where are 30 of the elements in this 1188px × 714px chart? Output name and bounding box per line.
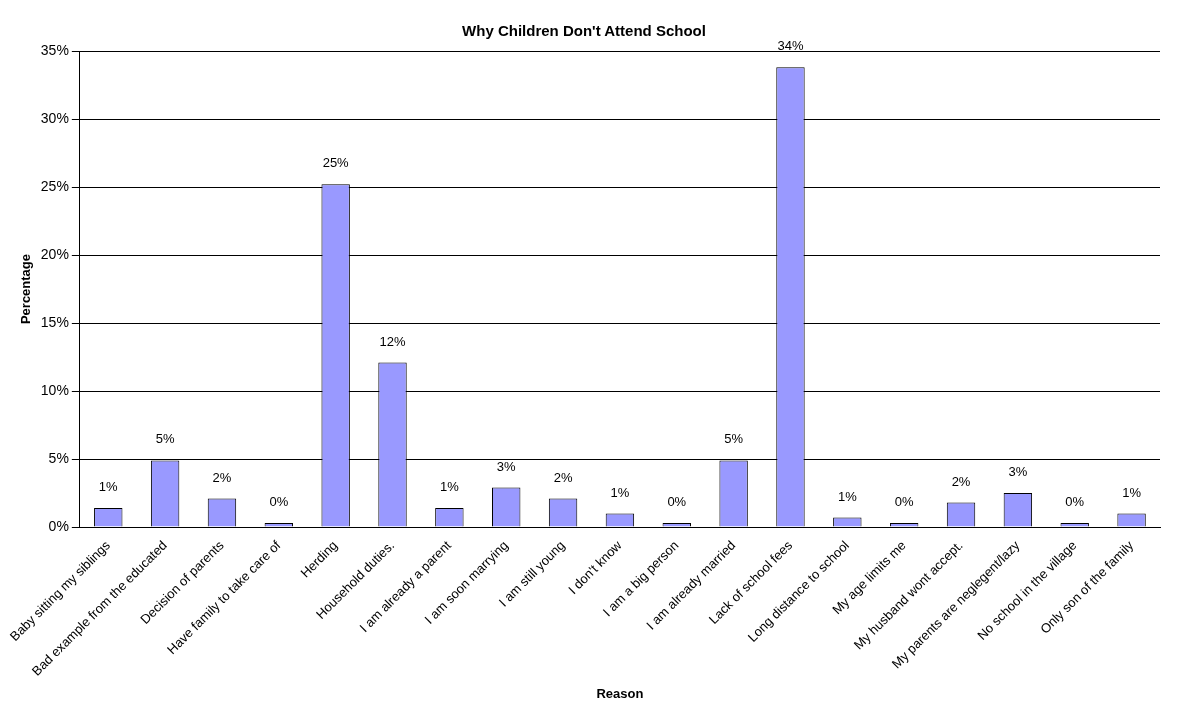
data-label: 2% <box>553 469 573 485</box>
y-axis-title: Percentage <box>17 253 33 325</box>
y-tick-label: 15% <box>40 313 69 330</box>
y-tick-label: 0% <box>48 517 69 534</box>
x-axis-title: Reason <box>596 685 644 701</box>
data-label: 5% <box>155 431 175 447</box>
y-tick-label: 20% <box>40 245 69 262</box>
data-label: 0% <box>269 494 289 510</box>
data-label: 5% <box>724 431 744 447</box>
data-label: 2% <box>212 469 232 485</box>
data-label: 1% <box>98 479 119 495</box>
data-label: 1% <box>837 488 858 504</box>
data-label: 3% <box>496 458 517 474</box>
data-label: 3% <box>1008 464 1028 480</box>
data-label: 12% <box>379 333 406 349</box>
data-label: 0% <box>667 494 687 510</box>
y-tick-label: 10% <box>40 381 69 398</box>
data-label: 0% <box>1065 494 1085 510</box>
data-label: 0% <box>894 494 914 510</box>
chart-title: Why Children Don't Attend School <box>462 22 706 40</box>
y-tick-label: 30% <box>40 109 69 126</box>
y-tick-label: 25% <box>40 177 69 194</box>
data-label: 25% <box>322 155 350 171</box>
data-label: 1% <box>439 479 460 495</box>
y-tick-label: 35% <box>40 41 69 58</box>
data-label: 34% <box>777 38 804 54</box>
data-label: 1% <box>610 484 630 500</box>
data-label: 1% <box>1122 484 1142 500</box>
y-tick-label: 5% <box>48 449 69 466</box>
data-label: 2% <box>951 473 971 489</box>
